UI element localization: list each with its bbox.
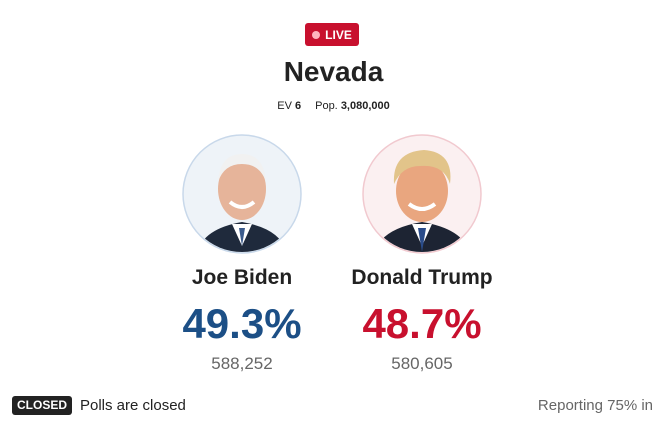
candidate-votes: 588,252 bbox=[211, 354, 273, 373]
live-text: LIVE bbox=[325, 27, 352, 42]
status-badge: CLOSED bbox=[12, 396, 73, 415]
candidate-votes: 580,605 bbox=[391, 354, 453, 373]
live-dot bbox=[312, 30, 321, 39]
candidate-photo bbox=[182, 134, 302, 254]
live-badge: LIVE bbox=[305, 23, 359, 46]
reporting-text: Reporting 75% in bbox=[537, 397, 653, 414]
candidate-photo bbox=[362, 134, 482, 254]
candidate-percent: 48.7% bbox=[362, 300, 482, 347]
candidate-name: Donald Trump bbox=[351, 266, 493, 289]
ev-label: EV bbox=[277, 100, 292, 112]
pop-value: 3,080,000 bbox=[340, 100, 390, 112]
ev-value: 6 bbox=[294, 100, 302, 112]
candidate-percent: 49.3% bbox=[182, 300, 302, 347]
state-meta: EV 6 Pop. 3,080,000 bbox=[0, 100, 667, 112]
candidate-name: Joe Biden bbox=[191, 266, 293, 289]
state-title: Nevada bbox=[283, 56, 384, 87]
status-text: Polls are closed bbox=[80, 397, 186, 414]
pop-label: Pop. bbox=[315, 100, 338, 112]
